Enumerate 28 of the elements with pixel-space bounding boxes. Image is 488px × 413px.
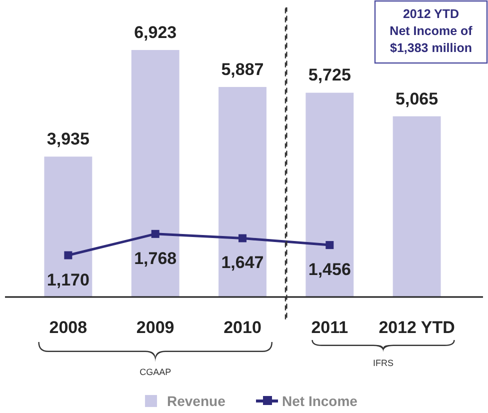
data-label: 1,170 [46, 270, 90, 290]
bar [218, 86, 266, 297]
data-label: 3,935 [46, 130, 90, 149]
data-label: 1,647 [221, 253, 264, 272]
bar [131, 50, 180, 297]
legend-label: Revenue [167, 393, 226, 409]
x-tick-label: 2012 YTD [378, 318, 455, 337]
point [326, 241, 334, 250]
point [151, 230, 160, 238]
data-label: 6,923 [134, 23, 177, 42]
data-label: 1,768 [134, 248, 177, 268]
data-label: 5,065 [396, 89, 438, 108]
data-label: 5,725 [308, 66, 351, 85]
annotation: 2012 YTD Net Income of $1,383 million [390, 7, 474, 55]
data-label: 5,887 [221, 60, 264, 79]
x-tick-label: 2010 [224, 318, 262, 337]
bar [306, 92, 354, 297]
text: IFRS [372, 358, 394, 368]
x-tick-label: 2011 [311, 318, 348, 337]
bar [44, 156, 92, 297]
bar [392, 116, 441, 297]
x-tick-label: 2008 [49, 318, 88, 337]
point [238, 234, 246, 242]
point [64, 251, 72, 260]
legend-label: Net Income [282, 393, 358, 409]
x-tick-label: 2009 [136, 318, 174, 337]
text: CGAAP [140, 367, 172, 377]
data-label: 1,456 [308, 260, 351, 280]
